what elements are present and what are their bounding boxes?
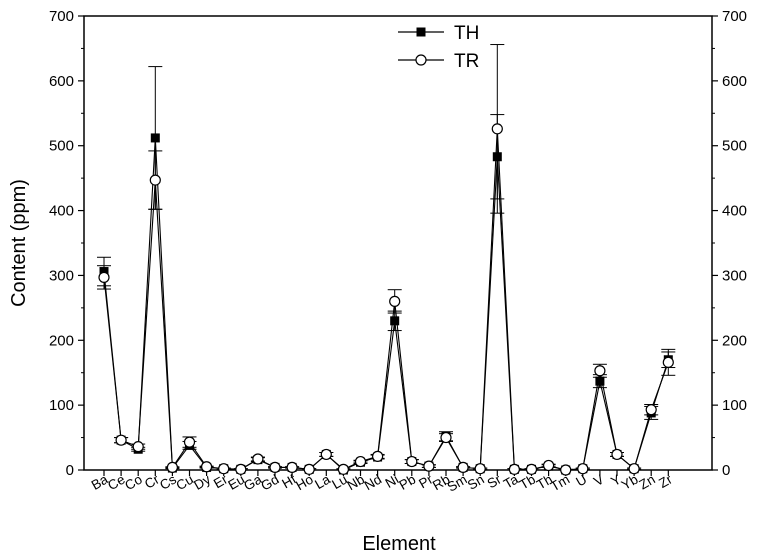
series-TR [97, 44, 676, 476]
legend-marker-TR [415, 54, 427, 66]
y-tick-label-left: 400 [49, 203, 74, 220]
y-tick-label-left: 300 [49, 267, 74, 284]
x-tick-label: Ba [89, 471, 111, 492]
x-tick-label: Nd [362, 472, 384, 494]
x-tick-label: Dy [191, 471, 213, 492]
data-point-TR [662, 356, 674, 368]
x-tick-label: Tb [517, 472, 538, 493]
x-tick-label: Lu [329, 472, 350, 493]
data-point-TR [166, 461, 178, 474]
ticks-layer: 0 0 100 100 200 200 300 300 400 400 500 500 600 600 70… [49, 8, 747, 495]
y-tick-label-left: 0 [66, 462, 74, 479]
x-tick-label: Th [534, 472, 555, 493]
x-tick-label: Cu [174, 472, 196, 494]
data-point-TR [406, 455, 418, 468]
x-tick-label: Co [122, 472, 144, 494]
plot-frame [83, 15, 713, 471]
data-point-TH [595, 376, 605, 386]
y-tick-label-right: 600 [722, 73, 747, 90]
data-point-TR [183, 436, 196, 448]
x-tick-label: V [591, 472, 606, 489]
data-point-TR [628, 463, 640, 475]
series-line-TH [103, 137, 669, 471]
data-point-TR [98, 271, 110, 283]
data-point-TR [508, 463, 521, 475]
data-point-TR [235, 463, 247, 475]
x-tick-label: Zn [637, 472, 658, 493]
series-TH [97, 66, 676, 475]
series-layer [97, 44, 676, 476]
data-point-TR [252, 453, 264, 465]
data-point-TR [491, 123, 503, 135]
data-point-TR [594, 365, 606, 377]
data-point-TR [577, 463, 589, 475]
data-point-TR [542, 459, 555, 472]
y-tick-label-right: 0 [722, 462, 730, 479]
x-tick-label: U [573, 472, 589, 490]
data-point-TR [354, 455, 367, 468]
data-point-TR [269, 461, 281, 474]
data-point-TR [218, 463, 230, 475]
x-tick-label: Tm [548, 472, 572, 495]
data-point-TR [303, 463, 315, 475]
data-point-TR [337, 463, 349, 475]
x-tick-label: Ho [293, 472, 315, 494]
y-tick-label-right: 100 [722, 397, 747, 414]
data-point-TR [132, 441, 144, 453]
data-point-TR [286, 461, 298, 474]
x-tick-label: Pb [396, 472, 418, 493]
series-line-TR [103, 128, 669, 471]
x-axis-title: Element [362, 533, 436, 555]
data-point-TR [560, 464, 572, 476]
y-tick-label-left: 600 [49, 73, 74, 90]
data-point-TH [390, 316, 400, 326]
x-tick-label: Sn [465, 472, 487, 493]
x-tick-label: Nb [345, 472, 367, 494]
data-point-TH [150, 133, 160, 143]
x-tick-label: La [312, 471, 333, 492]
y-tick-label-right: 500 [722, 138, 747, 155]
data-point-TR [611, 448, 623, 461]
x-tick-label: Zr [656, 471, 675, 491]
y-tick-label-left: 700 [49, 8, 74, 25]
legend: TH TR [398, 23, 479, 72]
data-point-TR [149, 174, 161, 186]
y-tick-label-right: 200 [722, 332, 747, 349]
data-point-TR [115, 434, 127, 446]
data-point-TR [645, 404, 657, 416]
y-tick-label-right: 400 [722, 203, 747, 220]
y-axis-title: Content (ppm) [8, 179, 30, 307]
data-point-TR [457, 461, 469, 474]
data-point-TR [423, 460, 435, 472]
legend-marker-TH [416, 27, 426, 37]
x-tick-label: Cs [157, 471, 179, 492]
y-tick-label-right: 700 [722, 8, 747, 25]
x-tick-label: Yb [619, 472, 641, 493]
data-point-TR [372, 450, 384, 462]
y-tick-label-left: 100 [49, 397, 74, 414]
data-point-TR [440, 431, 452, 444]
x-tick-label: Gd [258, 472, 281, 494]
data-point-TR [320, 448, 332, 461]
data-point-TR [201, 461, 213, 473]
x-tick-label: Ce [105, 472, 127, 494]
y-tick-label-left: 500 [49, 138, 74, 155]
x-tick-label: Sr [485, 471, 505, 491]
data-point-TR [389, 295, 401, 307]
x-tick-label: Eu [225, 472, 247, 493]
y-tick-label-left: 200 [49, 332, 74, 349]
legend-label-TR: TR [454, 51, 479, 72]
y-tick-label-right: 300 [722, 267, 747, 284]
data-point-TR [525, 463, 538, 475]
legend-label-TH: TH [454, 23, 479, 44]
plot-frame-layer [83, 15, 713, 471]
data-point-TR [474, 463, 486, 475]
x-tick-label: Rb [430, 472, 452, 494]
